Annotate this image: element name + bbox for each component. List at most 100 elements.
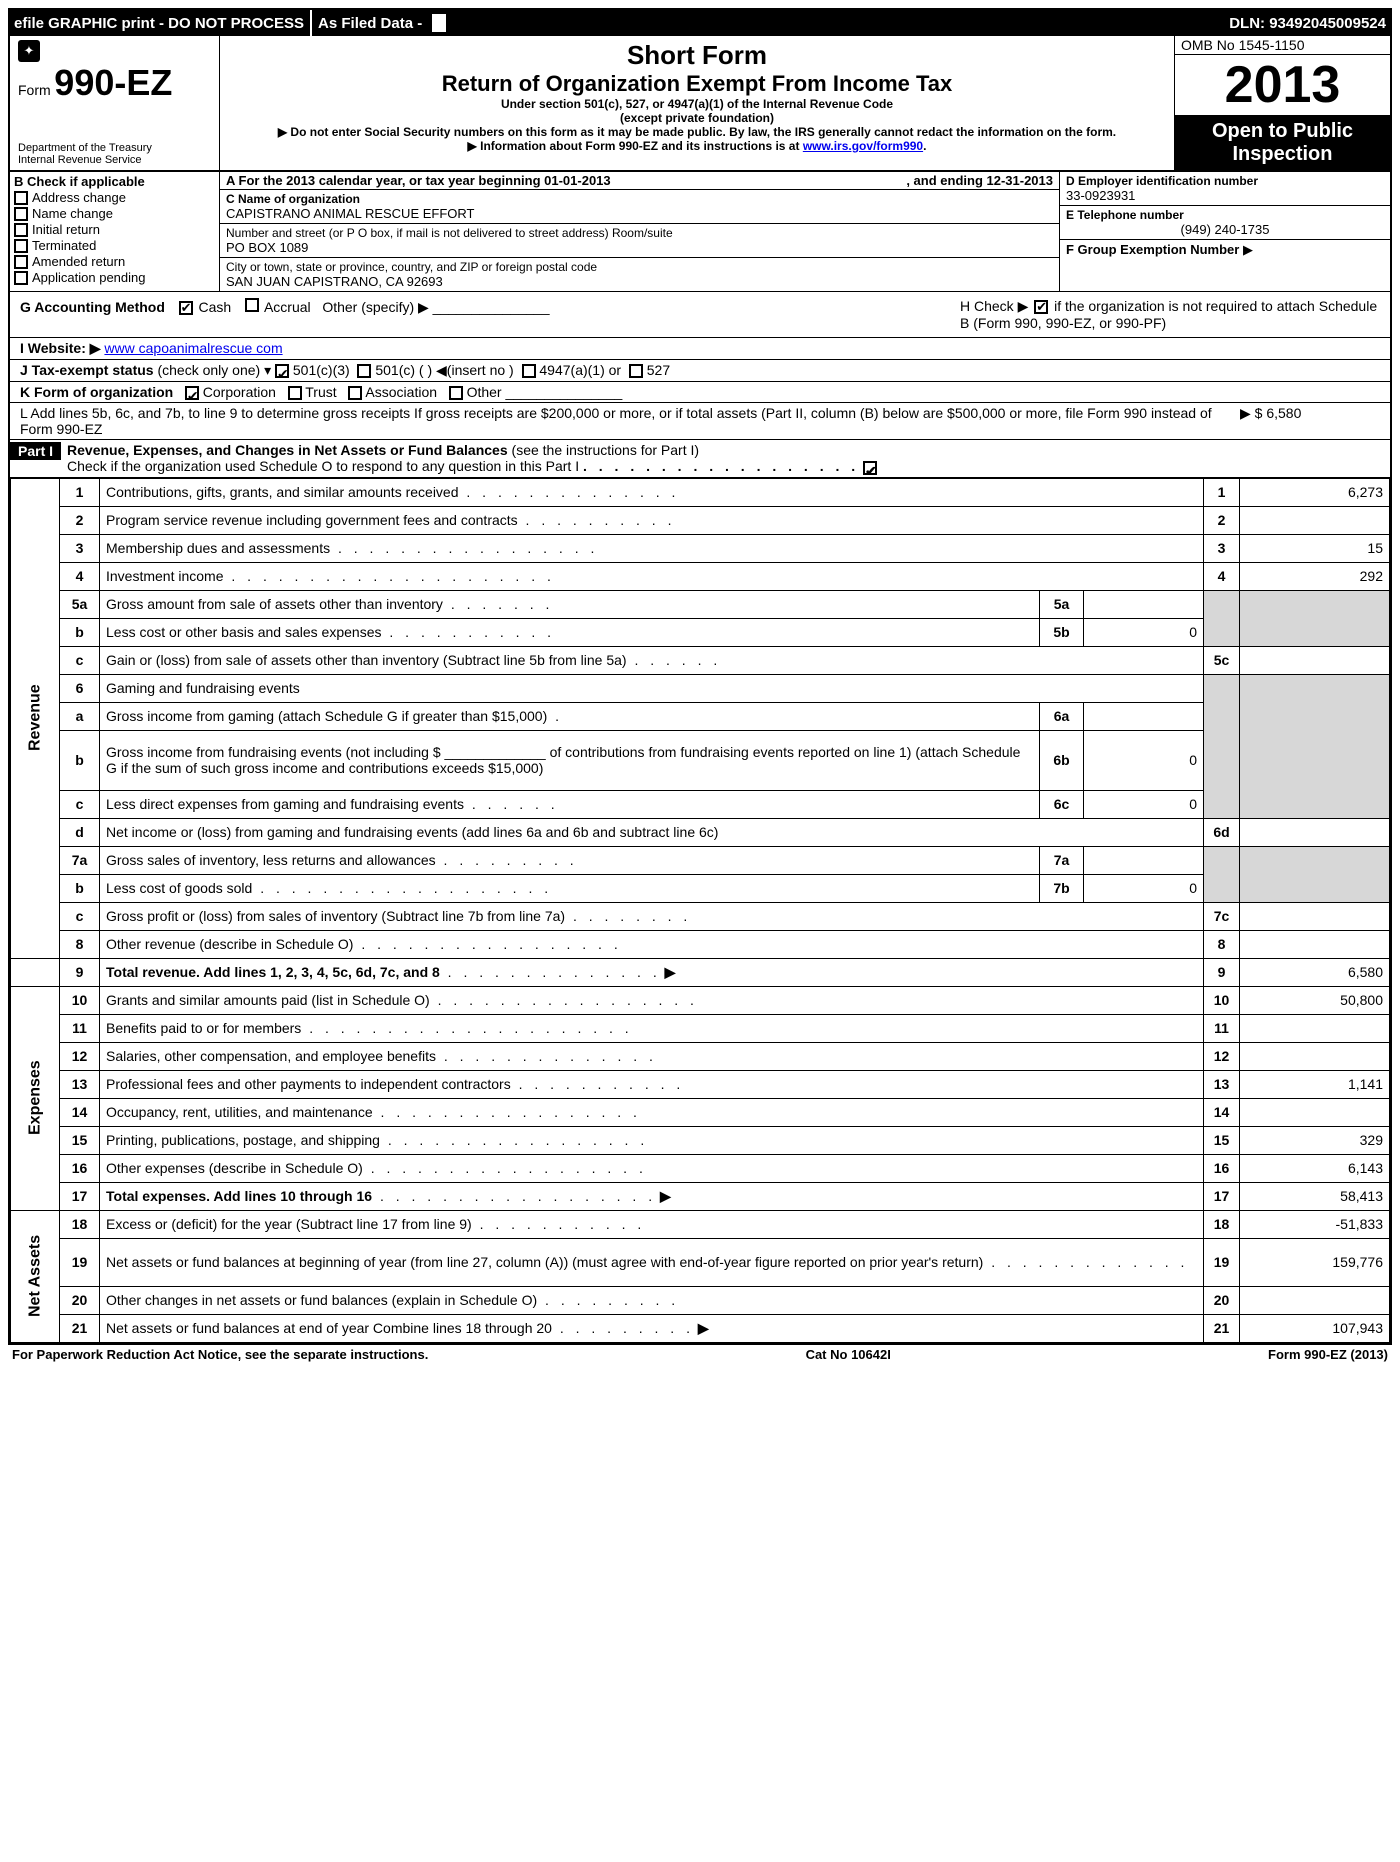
desc: Professional fees and other payments to … — [106, 1076, 511, 1092]
side-revenue: Revenue — [11, 478, 60, 958]
checkbox-527[interactable] — [629, 364, 643, 378]
rnum: 16 — [1204, 1154, 1240, 1182]
rnum: 8 — [1204, 930, 1240, 958]
checkbox-icon[interactable] — [14, 191, 28, 205]
amount: 1,141 — [1240, 1070, 1390, 1098]
checkbox-corp[interactable]: ✔ — [185, 386, 199, 400]
chk-address: Address change — [32, 190, 126, 205]
box-lbl: 5b — [1040, 618, 1084, 646]
rnum: 9 — [1204, 958, 1240, 986]
col-b-title: B Check if applicable — [14, 174, 215, 189]
footer-right: Form 990-EZ (2013) — [1268, 1347, 1388, 1362]
grey-cell — [1204, 846, 1240, 902]
desc: Grants and similar amounts paid (list in… — [106, 992, 430, 1008]
l-amount: ▶ $ 6,580 — [1240, 405, 1380, 437]
dept-irs: Internal Revenue Service — [18, 154, 211, 166]
checkbox-icon[interactable] — [14, 223, 28, 237]
box-val: 0 — [1084, 618, 1204, 646]
lnum: 14 — [60, 1098, 100, 1126]
desc: Less cost or other basis and sales expen… — [106, 624, 382, 640]
grey-cell — [1204, 674, 1240, 818]
checkbox-icon[interactable] — [14, 207, 28, 221]
d-ein-label: D Employer identification number — [1066, 174, 1384, 188]
checkbox-icon[interactable] — [14, 239, 28, 253]
omb-number: OMB No 1545-1150 — [1175, 36, 1390, 55]
efile-left: efile GRAPHIC print - DO NOT PROCESS — [14, 15, 304, 32]
irs-link[interactable]: www.irs.gov/form990 — [803, 139, 923, 153]
checkbox-assoc[interactable] — [348, 386, 362, 400]
rnum: 14 — [1204, 1098, 1240, 1126]
checkbox-4947[interactable] — [522, 364, 536, 378]
lnum: c — [60, 902, 100, 930]
j-label: J Tax-exempt status — [20, 362, 154, 378]
checkbox-h[interactable] — [1034, 300, 1048, 314]
amount — [1240, 902, 1390, 930]
desc: Excess or (deficit) for the year (Subtra… — [106, 1216, 472, 1232]
g-cash: Cash — [198, 299, 231, 315]
lnum: 11 — [60, 1014, 100, 1042]
lnum: 15 — [60, 1126, 100, 1154]
lnum: 7a — [60, 846, 100, 874]
amount — [1240, 506, 1390, 534]
checkbox-accrual[interactable] — [245, 298, 259, 312]
lnum: 9 — [60, 958, 100, 986]
rnum: 3 — [1204, 534, 1240, 562]
checkbox-trust[interactable] — [288, 386, 302, 400]
g-label: G Accounting Method — [20, 299, 165, 315]
ssn-warning: ▶ Do not enter Social Security numbers o… — [228, 125, 1166, 139]
arrow-icon: ▶ — [698, 1320, 709, 1336]
form-header: ✦ Form 990-EZ Department of the Treasury… — [10, 36, 1390, 172]
info-prefix: ▶ Information about Form 990-EZ and its … — [468, 139, 800, 153]
desc: Other revenue (describe in Schedule O) — [106, 936, 353, 952]
lnum: b — [60, 730, 100, 790]
amount: 329 — [1240, 1126, 1390, 1154]
row-g-h: G Accounting Method Cash Accrual Other (… — [10, 292, 1390, 338]
checkbox-501c[interactable] — [357, 364, 371, 378]
f-group-arrow: ▶ — [1243, 242, 1253, 257]
tax-year: 2013 — [1175, 55, 1390, 116]
grey-cell — [1204, 590, 1240, 646]
rnum: 2 — [1204, 506, 1240, 534]
checkbox-cash[interactable] — [179, 301, 193, 315]
irs-seal-icon: ✦ — [18, 40, 40, 62]
rnum: 12 — [1204, 1042, 1240, 1070]
amount: 107,943 — [1240, 1314, 1390, 1342]
desc: Program service revenue including govern… — [106, 512, 518, 528]
rnum: 13 — [1204, 1070, 1240, 1098]
form-container: efile GRAPHIC print - DO NOT PROCESS As … — [8, 8, 1392, 1345]
checkbox-schedule-o[interactable]: ✔ — [863, 461, 877, 475]
checkbox-icon[interactable] — [14, 255, 28, 269]
lnum: 6 — [60, 674, 100, 702]
box-val: 0 — [1084, 790, 1204, 818]
checkbox-other[interactable] — [449, 386, 463, 400]
g-accrual: Accrual — [264, 299, 311, 315]
side-revenue-cont — [11, 958, 60, 986]
c-street-label: Number and street (or P O box, if mail i… — [226, 226, 1053, 240]
checkbox-icon[interactable] — [14, 271, 28, 285]
amount: 159,776 — [1240, 1238, 1390, 1286]
grey-cell — [1240, 590, 1390, 646]
org-city: SAN JUAN CAPISTRANO, CA 92693 — [226, 274, 1053, 289]
amount: 6,273 — [1240, 478, 1390, 506]
financial-table: Revenue 1 Contributions, gifts, grants, … — [10, 478, 1390, 1343]
ein: 33-0923931 — [1066, 188, 1384, 203]
dept-treasury: Department of the Treasury — [18, 142, 211, 154]
c-city-label: City or town, state or province, country… — [226, 260, 1053, 274]
lnum: 1 — [60, 478, 100, 506]
lnum: 21 — [60, 1314, 100, 1342]
checkbox-501c3[interactable]: ✔ — [275, 364, 289, 378]
rnum: 5c — [1204, 646, 1240, 674]
short-form-title: Short Form — [228, 40, 1166, 71]
lnum: b — [60, 874, 100, 902]
desc: Membership dues and assessments — [106, 540, 330, 556]
desc: Less cost of goods sold — [106, 880, 252, 896]
desc: Other changes in net assets or fund bala… — [106, 1292, 537, 1308]
box-lbl: 6b — [1040, 730, 1084, 790]
footer-mid: Cat No 10642I — [806, 1347, 891, 1362]
efile-mid: As Filed Data - — [318, 15, 422, 32]
website-link[interactable]: www capoanimalrescue com — [104, 340, 282, 356]
box-val: 0 — [1084, 730, 1204, 790]
desc: Other expenses (describe in Schedule O) — [106, 1160, 363, 1176]
except-line: (except private foundation) — [228, 111, 1166, 125]
part-i-bar: Part I — [10, 442, 61, 460]
